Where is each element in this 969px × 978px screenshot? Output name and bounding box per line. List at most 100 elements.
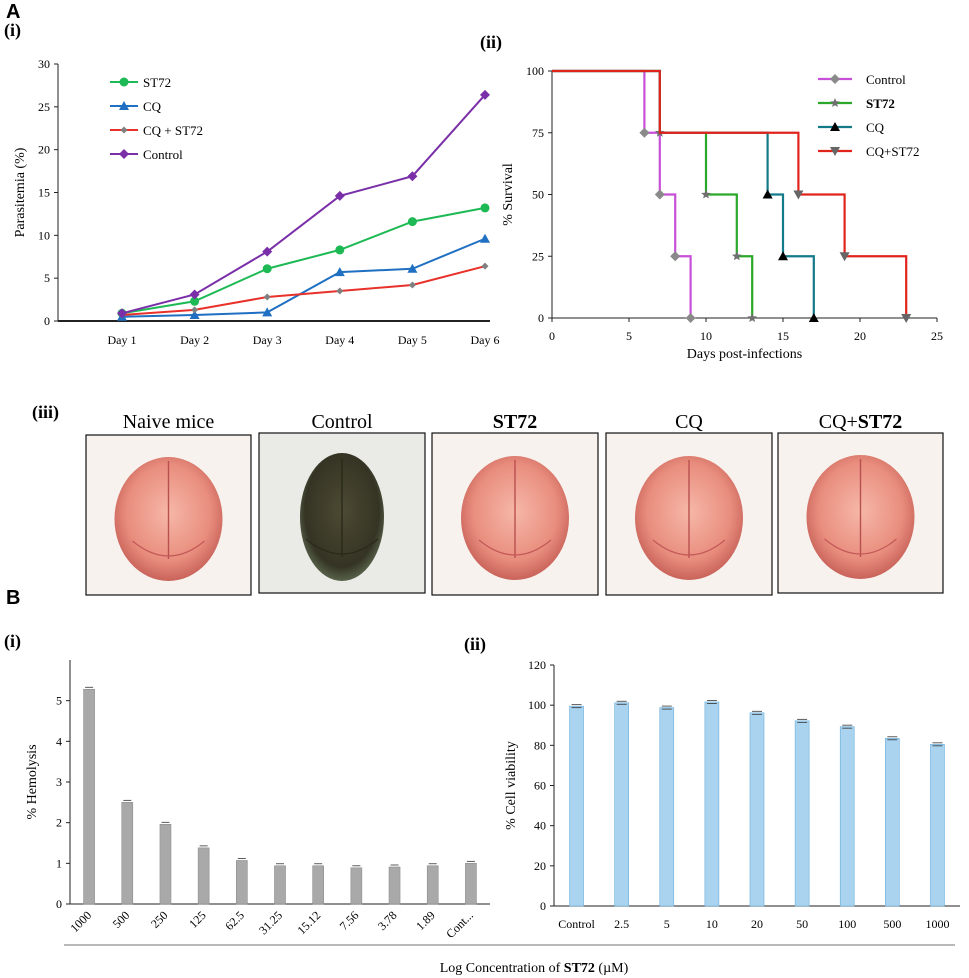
hemolysis-bar: [236, 860, 248, 905]
legend-label: CQ+ST72: [866, 144, 920, 159]
photo-label-plain: Naive mice: [123, 411, 215, 433]
shared-xaxis-title: Log Concentration of ST72 (µM): [440, 961, 629, 976]
x-tick-label: 500: [883, 917, 901, 931]
x-tick-label: Day 5: [398, 333, 427, 347]
hemolysis-bar: [388, 866, 401, 905]
hemolysis-bar: [197, 847, 210, 905]
x-tick-label: Day 1: [108, 333, 137, 347]
x-tick-label: 5: [664, 917, 670, 931]
panel-a-iii-label: (iii): [32, 402, 59, 423]
survival-marker: [654, 189, 665, 200]
brain-cerebellum: [824, 538, 897, 555]
series-line: [121, 237, 486, 318]
data-point: [335, 245, 345, 255]
viability-bar: [885, 738, 900, 907]
y-tick-label: 0: [540, 899, 546, 913]
survival-marker: [685, 313, 696, 323]
x-tick-label: 50: [796, 917, 808, 931]
x-tick-label: 20: [854, 329, 866, 343]
data-point: [334, 267, 345, 277]
x-tick-label: 31.25: [256, 908, 285, 937]
y-tick-label: 100: [526, 64, 544, 78]
data-point: [189, 289, 200, 300]
viability-bar: [839, 726, 855, 907]
series-line: [121, 94, 486, 315]
y-tick-label: 2: [56, 816, 62, 830]
data-point: [408, 281, 416, 289]
brain-cerebellum: [652, 539, 726, 556]
y-tick-label: 30: [38, 57, 50, 71]
survival-marker: [670, 251, 681, 262]
brain-cerebellum: [305, 538, 379, 555]
y-tick-label: 20: [38, 143, 50, 157]
hemolysis-bar: [426, 865, 439, 905]
panel-b-ii-label: (ii): [464, 634, 486, 655]
survival-marker: [793, 190, 804, 200]
data-point: [407, 217, 417, 227]
parasitemia-chart: 0 5 10 15 20 25 30 Day 1 Day 2 Day 3 Day 4 Day 5 Day…: [13, 57, 500, 347]
y-tick-label: 5: [44, 271, 50, 285]
data-point: [336, 287, 344, 295]
y-axis-title: % Cell viability: [504, 741, 519, 830]
x-tick-label: 500: [110, 908, 133, 931]
brain-photos: Naive mice Control ST72 CQ CQ+ST72: [85, 411, 944, 596]
photo-label: CQ: [675, 411, 703, 433]
data-point: [480, 89, 490, 100]
y-tick-label: 120: [528, 658, 546, 672]
y-tick-label: 3: [56, 775, 62, 789]
data-point: [407, 263, 418, 273]
viability-bar: [569, 705, 584, 907]
survival-marker: [901, 314, 912, 323]
x-tick-label: Day 6: [471, 333, 500, 347]
survival-marker: [701, 189, 711, 199]
survival-marker: [747, 313, 757, 322]
survival-marker: [839, 252, 850, 262]
photo-label-bold: ST72: [493, 411, 537, 433]
survival-marker: [778, 251, 788, 261]
panel-a-i-label: (i): [4, 20, 21, 41]
panel-a-ii-label: (ii): [480, 32, 502, 53]
x-axis-title: Days post-infections: [687, 347, 802, 362]
y-axis-title: Parasitemia (%): [13, 147, 28, 237]
x-tick-label: 1.89: [413, 908, 438, 933]
legend-label: Control: [143, 147, 183, 162]
photo-label-plain: CQ: [675, 411, 703, 433]
hemolysis-bar: [159, 823, 172, 905]
legend-label: CQ + ST72: [143, 123, 203, 138]
y-tick-label: 20: [534, 859, 546, 873]
x-tick-label: Day 4: [325, 333, 354, 347]
legend-marker: [830, 122, 840, 131]
survival-marker: [762, 189, 773, 199]
photo-label: Control: [311, 411, 373, 433]
hemolysis-bar: [465, 863, 477, 905]
data-point: [190, 296, 200, 306]
legend-label: ST72: [143, 75, 171, 90]
series-line: [121, 265, 486, 317]
legend-marker: [830, 74, 840, 84]
brain-cerebellum: [478, 539, 552, 556]
legend-marker: [119, 77, 129, 87]
data-point: [263, 293, 271, 301]
x-tick-label: 62.5: [222, 908, 247, 933]
x-tick-label: 15.12: [294, 908, 323, 937]
cell-viability-chart: 0 20 40 60 80 100 120 % Cell viability Control 2.…: [504, 658, 960, 931]
x-tick-label: Control: [558, 917, 595, 931]
x-tick-label: 10: [700, 329, 712, 343]
legend-marker: [830, 98, 840, 107]
y-tick-label: 10: [38, 228, 50, 242]
brain-cerebellum: [132, 540, 205, 557]
shared-xaxis-prefix: Log Concentration of: [440, 961, 564, 976]
series-line: [121, 206, 486, 315]
y-tick-label: 100: [528, 698, 546, 712]
y-tick-label: 50: [532, 188, 544, 202]
data-point: [262, 246, 273, 257]
y-tick-label: 15: [38, 186, 50, 200]
legend-marker: [119, 101, 129, 110]
shared-xaxis-bold: ST72: [564, 961, 595, 976]
y-tick-label: 0: [538, 311, 544, 325]
legend-label: CQ: [866, 120, 885, 135]
panel-b-i-label: (i): [4, 631, 21, 652]
data-point: [480, 233, 490, 243]
y-tick-label: 0: [44, 314, 50, 328]
